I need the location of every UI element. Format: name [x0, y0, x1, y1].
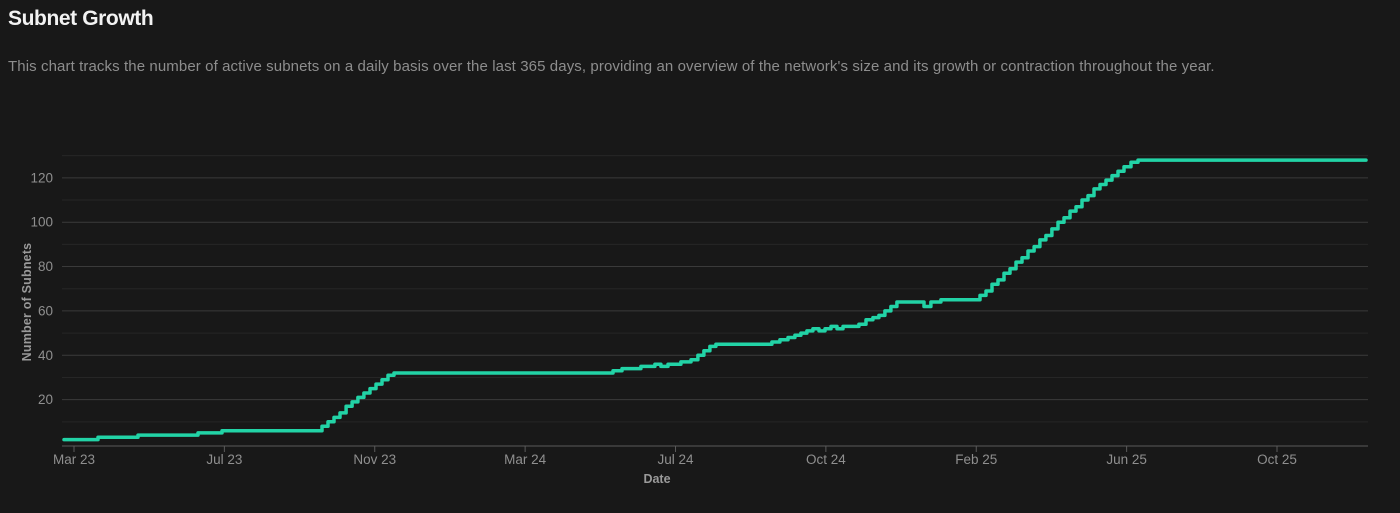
x-tick-label: Nov 23 — [353, 452, 396, 467]
y-tick-label: 40 — [38, 348, 53, 363]
x-tick-label: Jul 23 — [206, 452, 242, 467]
series-line[interactable] — [62, 158, 1368, 442]
y-axis-title: Number of Subnets — [20, 242, 34, 362]
y-tick-label: 120 — [30, 170, 53, 185]
chart-svg[interactable]: 20 40 60 80 100 120 Mar 23 Jul 23 Nov 23 Mar 24 J… — [0, 130, 1400, 513]
x-tick-label: Feb 25 — [955, 452, 997, 467]
x-tick-label: Jul 24 — [657, 452, 694, 467]
subnet-growth-chart: 20 40 60 80 100 120 Mar 23 Jul 23 Nov 23 Mar 24 J… — [0, 130, 1400, 513]
y-tick-label: 20 — [38, 392, 53, 407]
x-axis-title: Date — [643, 472, 671, 486]
subnet-growth-line-series[interactable] — [62, 158, 1368, 442]
x-tick-label: Oct 24 — [806, 452, 846, 467]
y-axis-tick-labels: 20 40 60 80 100 120 — [30, 170, 53, 407]
page-title: Subnet Growth — [8, 7, 154, 30]
chart-description: This chart tracks the number of active s… — [8, 58, 1215, 75]
x-tick-label: Mar 24 — [504, 452, 547, 467]
y-tick-label: 60 — [38, 303, 53, 318]
y-tick-label: 80 — [38, 259, 53, 274]
x-axis-tick-labels: Mar 23 Jul 23 Nov 23 Mar 24 Jul 24 Oct 24 Feb … — [53, 452, 1297, 467]
x-tick-label: Jun 25 — [1106, 452, 1147, 467]
x-axis-line-and-ticks — [62, 445, 1368, 452]
y-tick-label: 100 — [30, 215, 53, 230]
gridlines-layer — [62, 155, 1368, 423]
x-tick-label: Oct 25 — [1257, 452, 1297, 467]
x-tick-label: Mar 23 — [53, 452, 95, 467]
